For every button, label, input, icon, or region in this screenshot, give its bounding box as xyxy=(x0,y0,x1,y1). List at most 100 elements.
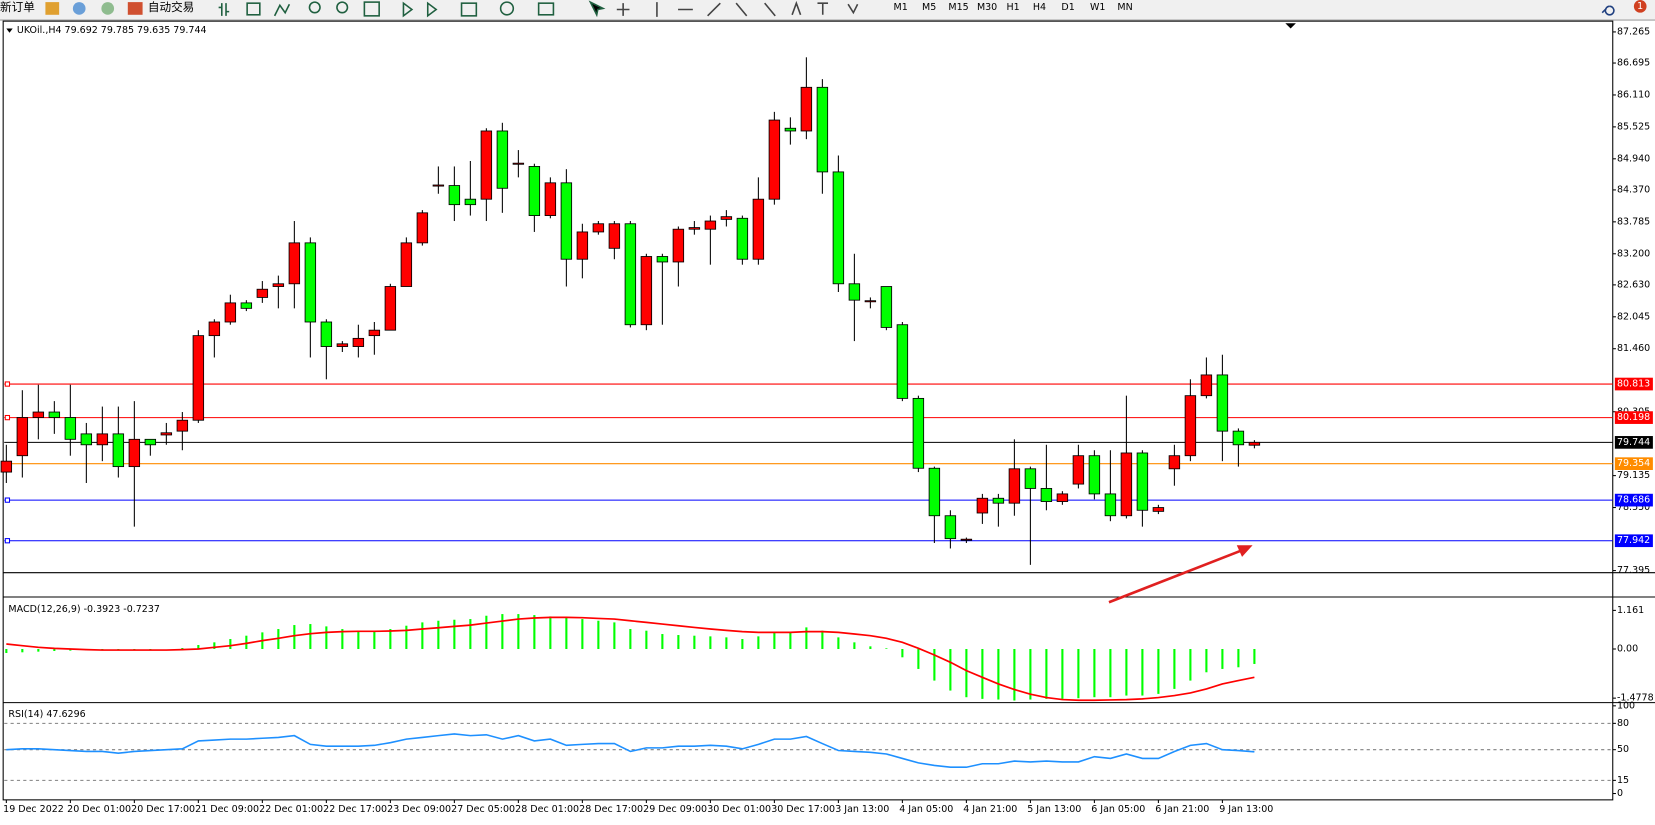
y-tick-label: 82.630 xyxy=(1617,279,1650,290)
price-label-bg xyxy=(1614,411,1653,424)
candle-body xyxy=(240,302,253,309)
y-tick-label: 82.045 xyxy=(1617,311,1650,322)
rsi-line xyxy=(6,733,1255,769)
candle-body xyxy=(16,417,29,457)
toolbar-icons xyxy=(218,0,859,18)
notification-badge[interactable] xyxy=(1633,0,1647,13)
new-order-button[interactable]: 新订单 xyxy=(0,0,35,14)
candle-body xyxy=(1088,455,1101,495)
x-tick-label: 6 Jan 05:00 xyxy=(1091,804,1145,815)
price-label: 79.744 xyxy=(1617,437,1650,448)
icon xyxy=(616,2,776,17)
y-tick-label: 78.550 xyxy=(1617,502,1650,513)
icon xyxy=(273,3,291,17)
candle-body xyxy=(736,217,749,260)
icon xyxy=(363,1,380,17)
price-label-bg xyxy=(1614,377,1653,391)
candle-body xyxy=(496,130,509,189)
candle-body xyxy=(448,185,461,206)
x-tick-label: 4 Jan 05:00 xyxy=(899,804,953,815)
y-tick-label: 1.161 xyxy=(1617,605,1644,616)
y-tick-label: 77.395 xyxy=(1617,565,1650,576)
icon xyxy=(402,1,438,18)
annotation-arrowhead xyxy=(1236,545,1253,557)
candle-body xyxy=(832,171,845,285)
candle-body xyxy=(608,223,621,249)
badge-count: 1 xyxy=(1637,1,1643,12)
candle-body xyxy=(976,497,989,514)
icon xyxy=(218,3,230,16)
y-tick-label: 0 xyxy=(1617,788,1623,799)
candle-body xyxy=(208,321,221,337)
line-handle xyxy=(4,414,11,421)
candle-body xyxy=(800,86,813,132)
x-tick-label: 4 Jan 21:00 xyxy=(963,804,1017,815)
candle-body xyxy=(512,162,525,165)
line-handle xyxy=(4,381,11,387)
candle-body xyxy=(304,242,317,323)
candle-body xyxy=(32,411,45,418)
timeframe-button[interactable]: M15 xyxy=(948,2,968,13)
candle-body xyxy=(416,212,429,244)
candle-body xyxy=(256,288,269,298)
icon xyxy=(246,2,261,16)
auto-trading-button[interactable]: 自动交易 xyxy=(148,0,194,14)
icon xyxy=(101,2,115,15)
candle-body xyxy=(768,119,781,200)
x-tick-label: 9 Jan 13:00 xyxy=(1219,804,1273,815)
candle-body xyxy=(0,460,13,473)
candle-body xyxy=(64,417,77,440)
search-icon[interactable] xyxy=(1601,5,1615,16)
y-tick-label: 86.110 xyxy=(1617,89,1650,100)
candle-body xyxy=(368,329,381,337)
timeframe-button[interactable]: H1 xyxy=(1007,2,1020,13)
y-tick-label: 83.200 xyxy=(1617,248,1650,259)
y-tick-label: 50 xyxy=(1617,744,1629,755)
y-tick-label: 79.135 xyxy=(1617,470,1650,481)
chart-title: UKOil.,H4 79.692 79.785 79.635 79.744 xyxy=(17,25,207,36)
price-label: 80.198 xyxy=(1617,412,1650,423)
candle-body xyxy=(688,227,701,230)
x-tick-label: 30 Dec 17:00 xyxy=(771,804,835,815)
x-tick-label: 20 Dec 01:00 xyxy=(67,804,131,815)
timeframe-button[interactable]: M5 xyxy=(922,2,936,13)
x-tick-label: 20 Dec 17:00 xyxy=(131,804,195,815)
candle-body xyxy=(704,220,717,230)
candle-body xyxy=(592,223,605,233)
candle-body xyxy=(1216,374,1229,432)
candle-body xyxy=(224,302,237,323)
candle-body xyxy=(1248,441,1261,446)
icon xyxy=(791,0,859,16)
line-handle xyxy=(4,497,11,503)
toolbar xyxy=(0,0,1655,21)
timeframe-button[interactable]: MN xyxy=(1117,2,1132,13)
price-label: 77.942 xyxy=(1617,535,1650,546)
candle-body xyxy=(784,127,797,132)
x-tick-label: 5 Jan 13:00 xyxy=(1027,804,1081,815)
candle-body xyxy=(128,438,141,468)
timeframe-button[interactable]: M1 xyxy=(894,2,908,13)
y-tick-label: 84.370 xyxy=(1617,184,1650,195)
candle-body xyxy=(1184,395,1197,457)
x-tick-label: 21 Dec 09:00 xyxy=(195,804,259,815)
timeframe-button[interactable]: M30 xyxy=(977,2,997,13)
candle-body xyxy=(1168,455,1181,470)
timeframe-button[interactable]: W1 xyxy=(1090,2,1105,13)
candle-body xyxy=(1024,468,1037,489)
price-label: 80.813 xyxy=(1617,379,1650,390)
candle-body xyxy=(1104,493,1117,517)
candle-body xyxy=(624,223,637,326)
icon xyxy=(460,2,478,17)
candle-body xyxy=(320,321,333,347)
x-tick-label: 6 Jan 21:00 xyxy=(1155,804,1209,815)
candle-body xyxy=(192,335,205,421)
timeframe-button[interactable]: D1 xyxy=(1061,2,1074,13)
icon xyxy=(336,1,349,14)
y-tick-label: 100 xyxy=(1617,700,1635,711)
timeframe-button[interactable]: H4 xyxy=(1033,2,1046,13)
candle-body xyxy=(880,286,893,328)
x-tick-label: 23 Dec 09:00 xyxy=(387,804,451,815)
price-label: 78.686 xyxy=(1617,495,1650,506)
